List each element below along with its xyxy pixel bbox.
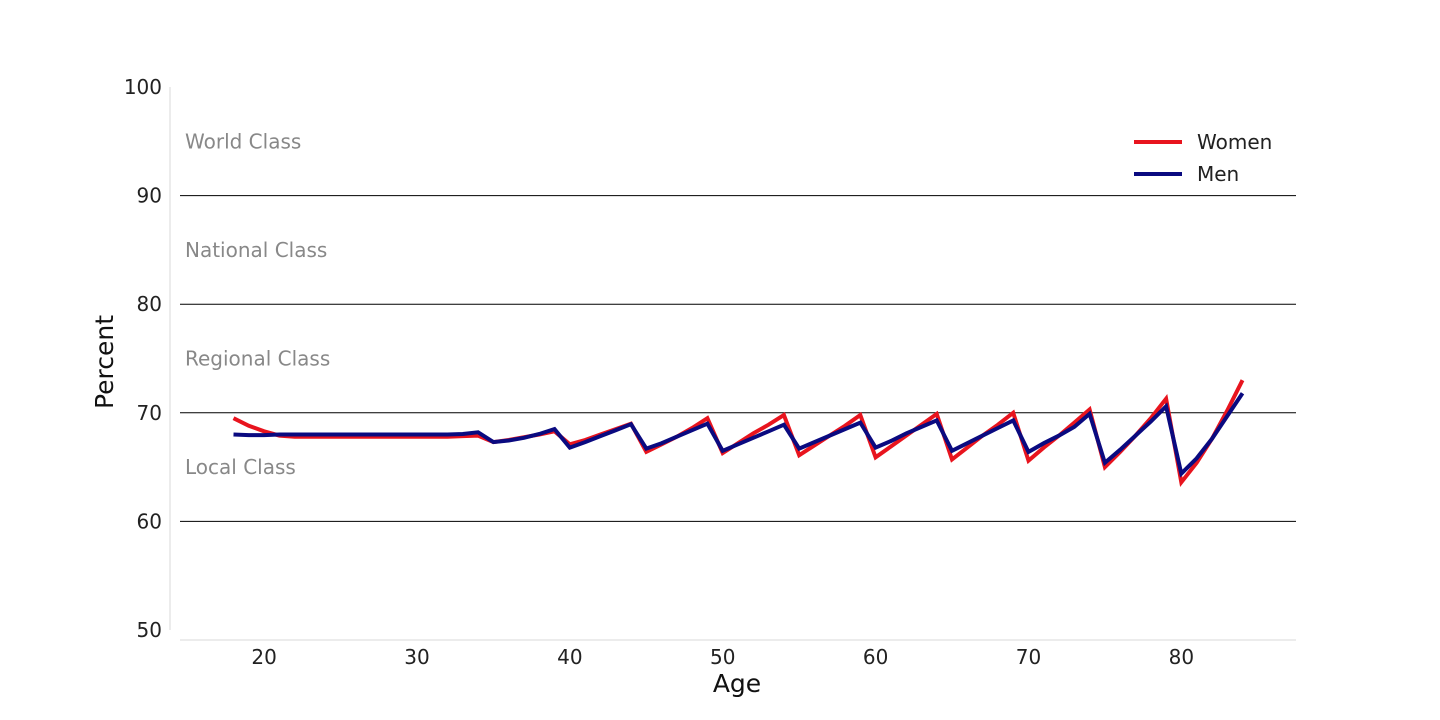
y-tick-label: 100 (124, 75, 162, 99)
band-label: World Class (185, 129, 301, 153)
gridlines (180, 195, 1296, 522)
band-label: Regional Class (185, 347, 330, 371)
x-tick-label: 60 (863, 645, 888, 669)
x-axis-title: Age (713, 669, 761, 698)
class-band-labels: World Class National Class Regional Class L… (185, 129, 330, 479)
legend: Women Men (1134, 130, 1272, 186)
y-tick-labels: 50 60 70 80 90 100 (124, 75, 162, 642)
x-tick-label: 80 (1169, 645, 1194, 669)
y-tick-label: 50 (137, 618, 162, 642)
x-tick-label: 40 (557, 645, 582, 669)
y-tick-label: 90 (137, 184, 162, 208)
series-line-men (233, 392, 1245, 478)
x-tick-label: 30 (404, 645, 429, 669)
y-tick-label: 70 (137, 401, 162, 425)
series-line-women (232, 379, 1245, 488)
x-tick-label: 20 (251, 645, 276, 669)
band-label: Local Class (185, 455, 296, 479)
y-tick-label: 80 (137, 292, 162, 316)
x-tick-label: 70 (1016, 645, 1041, 669)
band-label: National Class (185, 238, 327, 262)
x-tick-labels: 20 30 40 50 60 70 80 (251, 645, 1194, 669)
legend-label-men: Men (1197, 162, 1239, 186)
x-tick-label: 50 (710, 645, 735, 669)
legend-label-women: Women (1197, 130, 1272, 154)
y-axis-title: Percent (90, 315, 119, 409)
series-lines (232, 379, 1245, 488)
y-tick-label: 60 (137, 509, 162, 533)
